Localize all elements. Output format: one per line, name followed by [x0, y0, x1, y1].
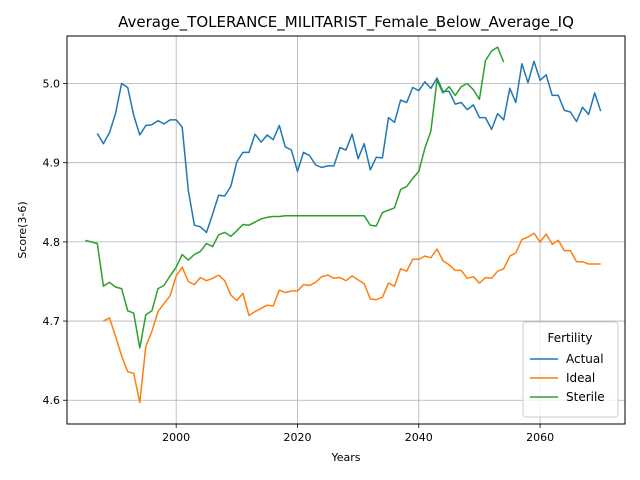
legend-label-sterile: Sterile — [566, 390, 605, 404]
legend-label-ideal: Ideal — [566, 371, 595, 385]
y-tick-label: 4.6 — [43, 394, 61, 407]
x-axis-label: Years — [330, 451, 360, 464]
series-line-actual — [96, 60, 602, 234]
chart-title: Average_TOLERANCE_MILITARIST_Female_Belo… — [118, 13, 574, 32]
x-tick-label: 2000 — [162, 431, 190, 444]
series-lines — [85, 46, 602, 404]
legend-items: Actual Ideal Sterile — [530, 352, 605, 404]
x-tick-label: 2040 — [405, 431, 433, 444]
series-line-sterile — [85, 46, 505, 349]
x-tick-label: 2020 — [283, 431, 311, 444]
legend-box — [522, 321, 619, 418]
legend-label-actual: Actual — [566, 352, 604, 366]
y-tick-label: 5.0 — [43, 78, 61, 91]
series-line-ideal — [103, 232, 601, 404]
legend: Fertility Actual Ideal Sterile — [522, 321, 619, 418]
grid-lines — [67, 36, 625, 424]
plot-area — [66, 35, 626, 425]
y-tick-label: 4.9 — [43, 157, 61, 170]
legend-title: Fertility — [547, 331, 592, 345]
y-tick-label: 4.8 — [43, 236, 61, 249]
x-tick-label: 2060 — [526, 431, 554, 444]
y-axis-label: Score(3-6) — [16, 201, 29, 258]
y-tick-label: 4.7 — [43, 315, 61, 328]
axis-ticks: 2000 2020 2040 2060 4.6 4.7 4.8 4.9 5.0 — [43, 78, 555, 444]
